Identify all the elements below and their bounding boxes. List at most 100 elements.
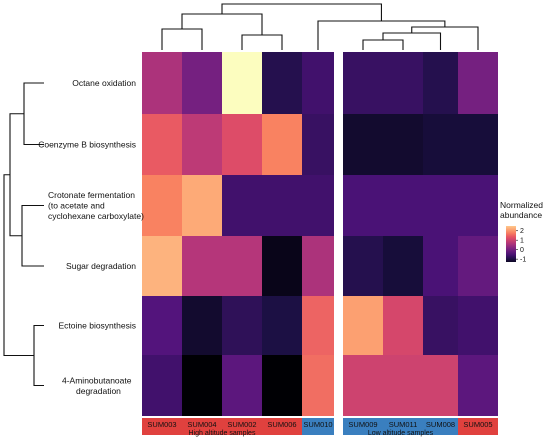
column-label: SUM009 (348, 420, 377, 429)
heatmap-cell (302, 236, 334, 296)
heatmap-cell (458, 52, 498, 114)
row-label: cyclohexane carboxylate) (48, 211, 144, 221)
heatmap-cell (343, 175, 383, 236)
heatmap-cells (142, 50, 498, 420)
heatmap-cell (343, 52, 383, 114)
row-label: Sugar degradation (66, 261, 136, 271)
heatmap-cell (343, 114, 383, 175)
heatmap-cell (343, 355, 383, 416)
legend-tick-label: 0 (520, 247, 524, 254)
legend-tick-label: 1 (520, 238, 524, 245)
heatmap-cell (423, 114, 458, 175)
heatmap-cell (182, 236, 222, 296)
heatmap-cell (383, 175, 423, 236)
heatmap-cell (383, 296, 423, 355)
dendro-link (362, 39, 404, 50)
heatmap-cell (458, 114, 498, 175)
column-label: SUM010 (303, 420, 332, 429)
heatmap-cell (458, 175, 498, 236)
heatmap-cell (423, 296, 458, 355)
heatmap-cell (423, 175, 458, 236)
heatmap-cell (383, 355, 423, 416)
row-label: degradation (76, 386, 121, 396)
heatmap-cell (383, 52, 423, 114)
heatmap-cell (302, 52, 334, 114)
heatmap-cell (262, 175, 302, 236)
heatmap-cell (343, 236, 383, 296)
column-label: SUM011 (389, 420, 418, 429)
row-label: Ectoine biosynthesis (59, 321, 137, 331)
heatmap-cell (182, 296, 222, 355)
heatmap-cell (423, 236, 458, 296)
dendro-link (21, 204, 44, 267)
heatmap-cell (222, 175, 262, 236)
heatmap-cell (302, 175, 334, 236)
legend-bar (506, 226, 516, 262)
column-label: SUM005 (463, 420, 492, 429)
heatmap-cell (423, 355, 458, 416)
heatmap-cell (182, 114, 222, 175)
heatmap-cell (222, 236, 262, 296)
dendro-link (241, 34, 283, 50)
dendro-link (23, 82, 44, 146)
legend-title: Normalized (500, 200, 543, 210)
high-altitude-group-bar (142, 418, 302, 435)
column-label: SUM004 (187, 420, 216, 429)
heatmap-cell (142, 52, 182, 114)
heatmap-cell (458, 296, 498, 355)
heatmap-cell (142, 114, 182, 175)
low-altitude-group-bar (343, 418, 458, 435)
heatmap-cell (182, 52, 222, 114)
heatmap-cell (383, 114, 423, 175)
column-dendrogram (161, 3, 479, 50)
row-label: Coenzyme B biosynthesis (38, 140, 136, 150)
heatmap-cell (222, 114, 262, 175)
heatmap-cell (142, 296, 182, 355)
legend-title: abundance (500, 210, 542, 220)
heatmap-cell (182, 355, 222, 416)
dendro-link (33, 324, 44, 387)
row-label: 4-Aminobutanoate (62, 375, 132, 385)
dendro-link (181, 13, 263, 35)
heatmap-cell (262, 236, 302, 296)
heatmap-cell (458, 236, 498, 296)
group-label: High altitude samples (189, 430, 256, 437)
group-label: Low altitude samples (368, 430, 434, 437)
row-label: (to acetate and (48, 201, 105, 211)
dendro-link (317, 20, 446, 50)
heatmap-cell (222, 296, 262, 355)
heatmap-cell (458, 355, 498, 416)
dendro-link (161, 28, 203, 50)
sample-group-bars: SUM003 SUM004 SUM002 SUM006 SUM010 SUM009 SUM0… (142, 418, 498, 437)
heatmap-cell (302, 355, 334, 416)
heatmap-cell (302, 296, 334, 355)
heatmap-cell (142, 175, 182, 236)
sum005-group-bar (458, 418, 498, 435)
heatmap-cell (222, 52, 262, 114)
heatmap-cell (142, 236, 182, 296)
heatmap-cell (262, 355, 302, 416)
heatmap-cell (383, 236, 423, 296)
column-label: SUM006 (267, 420, 296, 429)
heatmap-cell (222, 355, 262, 416)
column-label: SUM008 (426, 420, 455, 429)
heatmap-cell (423, 52, 458, 114)
column-label: SUM003 (147, 420, 176, 429)
dendro-link (382, 32, 442, 50)
row-label: Octane oxidation (72, 78, 136, 88)
column-gap (334, 50, 343, 420)
row-dendrogram (3, 82, 44, 387)
sum010-group-bar (302, 418, 334, 435)
legend-tick-label: 2 (520, 228, 524, 235)
heatmap-cell (262, 114, 302, 175)
dendro-link (3, 174, 34, 357)
heatmap-cell (302, 114, 334, 175)
row-label: Crotonate fermentation (48, 190, 135, 200)
heatmap-cell (182, 175, 222, 236)
row-labels: Octane oxidation Coenzyme B biosynthesis C… (38, 78, 144, 396)
dendro-link (221, 3, 382, 21)
heatmap-cell (262, 52, 302, 114)
heatmap-cell (343, 296, 383, 355)
